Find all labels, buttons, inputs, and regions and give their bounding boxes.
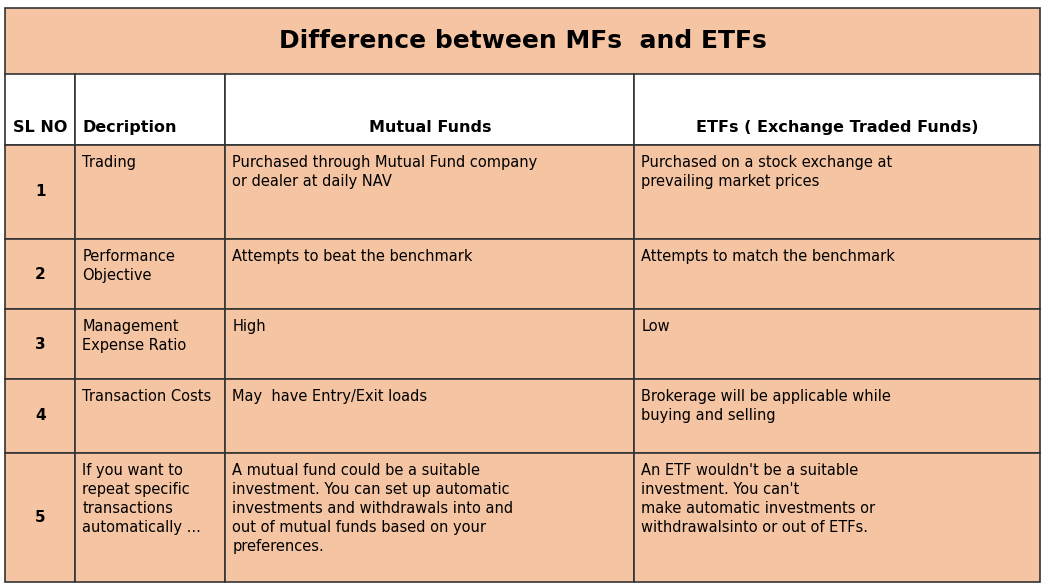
Bar — [634, 144, 1040, 239]
Bar — [226, 239, 634, 309]
Bar — [5, 309, 75, 379]
Text: Purchased through Mutual Fund company
or dealer at daily NAV: Purchased through Mutual Fund company or… — [232, 154, 538, 188]
Bar — [5, 453, 75, 582]
Text: High: High — [232, 319, 266, 334]
Text: 1: 1 — [34, 184, 45, 199]
Bar — [634, 453, 1040, 582]
Text: Performance
Objective: Performance Objective — [83, 249, 176, 283]
Text: Transaction Costs: Transaction Costs — [83, 389, 212, 404]
Bar — [634, 309, 1040, 379]
Bar — [75, 379, 226, 453]
Text: 2: 2 — [34, 266, 46, 282]
Text: Attempts to beat the benchmark: Attempts to beat the benchmark — [232, 249, 473, 264]
Text: Attempts to match the benchmark: Attempts to match the benchmark — [642, 249, 896, 264]
Text: Decription: Decription — [83, 120, 177, 134]
Text: Low: Low — [642, 319, 670, 334]
Bar — [75, 453, 226, 582]
Text: Trading: Trading — [83, 154, 137, 170]
Bar — [5, 75, 75, 144]
Text: Brokerage will be applicable while
buying and selling: Brokerage will be applicable while buyin… — [642, 389, 891, 423]
Text: Difference between MFs  and ETFs: Difference between MFs and ETFs — [279, 29, 766, 53]
Text: An ETF wouldn't be a suitable
investment. You can't
make automatic investments o: An ETF wouldn't be a suitable investment… — [642, 463, 876, 535]
Text: SL NO: SL NO — [13, 120, 67, 134]
Text: Mutual Funds: Mutual Funds — [369, 120, 491, 134]
Bar — [226, 144, 634, 239]
Bar — [5, 144, 75, 239]
Bar — [75, 239, 226, 309]
Bar — [226, 453, 634, 582]
Text: ETFs ( Exchange Traded Funds): ETFs ( Exchange Traded Funds) — [696, 120, 978, 134]
Bar — [634, 239, 1040, 309]
Bar — [75, 309, 226, 379]
Text: 5: 5 — [34, 510, 46, 525]
Text: 4: 4 — [34, 408, 46, 423]
Bar — [5, 379, 75, 453]
Bar — [226, 75, 634, 144]
Bar — [5, 8, 1040, 75]
Text: A mutual fund could be a suitable
investment. You can set up automatic
investmen: A mutual fund could be a suitable invest… — [232, 463, 513, 554]
Bar — [5, 239, 75, 309]
Bar — [226, 379, 634, 453]
Text: If you want to
repeat specific
transactions
automatically ...: If you want to repeat specific transacti… — [83, 463, 202, 535]
Text: Purchased on a stock exchange at
prevailing market prices: Purchased on a stock exchange at prevail… — [642, 154, 892, 188]
Bar — [634, 379, 1040, 453]
Bar — [226, 309, 634, 379]
Bar — [75, 144, 226, 239]
Bar — [634, 75, 1040, 144]
Text: Management
Expense Ratio: Management Expense Ratio — [83, 319, 187, 353]
Text: 3: 3 — [34, 336, 46, 352]
Text: May  have Entry/Exit loads: May have Entry/Exit loads — [232, 389, 427, 404]
Bar — [75, 75, 226, 144]
